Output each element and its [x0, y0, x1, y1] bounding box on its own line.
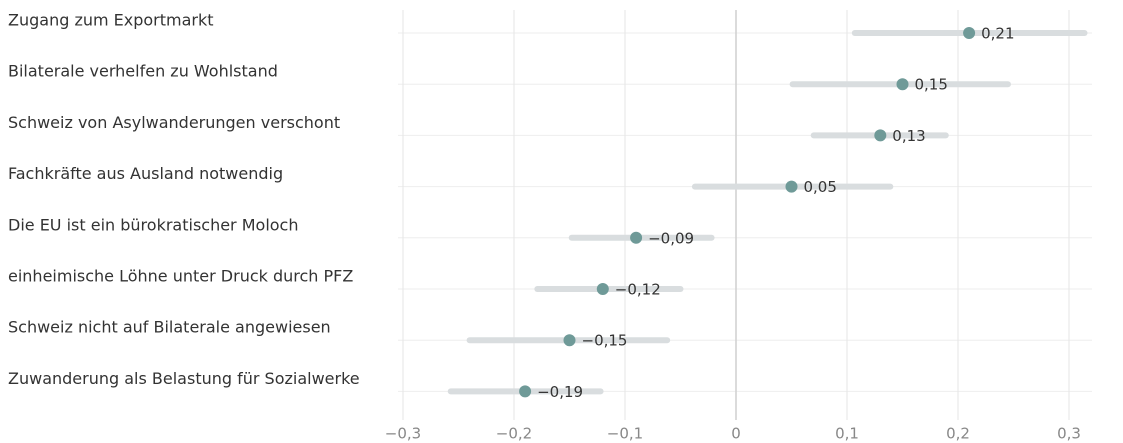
category-label: Schweiz von Asylwanderungen verschont — [8, 113, 340, 132]
x-tick-label: −0,1 — [607, 425, 643, 443]
value-label: −0,09 — [648, 229, 694, 247]
value-label: −0,15 — [582, 332, 628, 350]
category-label: einheimische Löhne unter Druck durch PFZ — [8, 267, 353, 286]
category-label: Zugang zum Exportmarkt — [8, 11, 214, 30]
value-label: 0,05 — [804, 178, 837, 196]
dot — [563, 334, 576, 347]
dot — [630, 231, 643, 244]
category-label: Zuwanderung als Belastung für Sozialwerk… — [8, 369, 360, 388]
x-tick-label: 0 — [731, 425, 741, 443]
dot — [963, 27, 976, 39]
x-tick-label: −0,3 — [385, 425, 421, 443]
x-tick-label: 0,2 — [946, 425, 970, 443]
value-label: 0,21 — [981, 25, 1014, 43]
x-tick-label: 0,3 — [1057, 425, 1081, 443]
x-tick-label: 0,1 — [835, 425, 859, 443]
category-label: Bilaterale verhelfen zu Wohlstand — [8, 62, 278, 81]
x-tick-label: −0,2 — [496, 425, 532, 443]
value-label: 0,15 — [915, 76, 948, 94]
value-label: −0,19 — [537, 383, 583, 401]
category-label: Schweiz nicht auf Bilaterale angewiesen — [8, 318, 331, 337]
dot — [896, 78, 909, 91]
category-label: Die EU ist ein bürokratischer Moloch — [8, 215, 298, 234]
dot — [519, 385, 532, 398]
dot — [874, 129, 887, 142]
dot — [785, 180, 798, 193]
category-label: Fachkräfte aus Ausland notwendig — [8, 164, 283, 183]
value-label: 0,13 — [892, 127, 925, 145]
dot — [596, 283, 609, 295]
value-label: −0,12 — [615, 281, 661, 299]
